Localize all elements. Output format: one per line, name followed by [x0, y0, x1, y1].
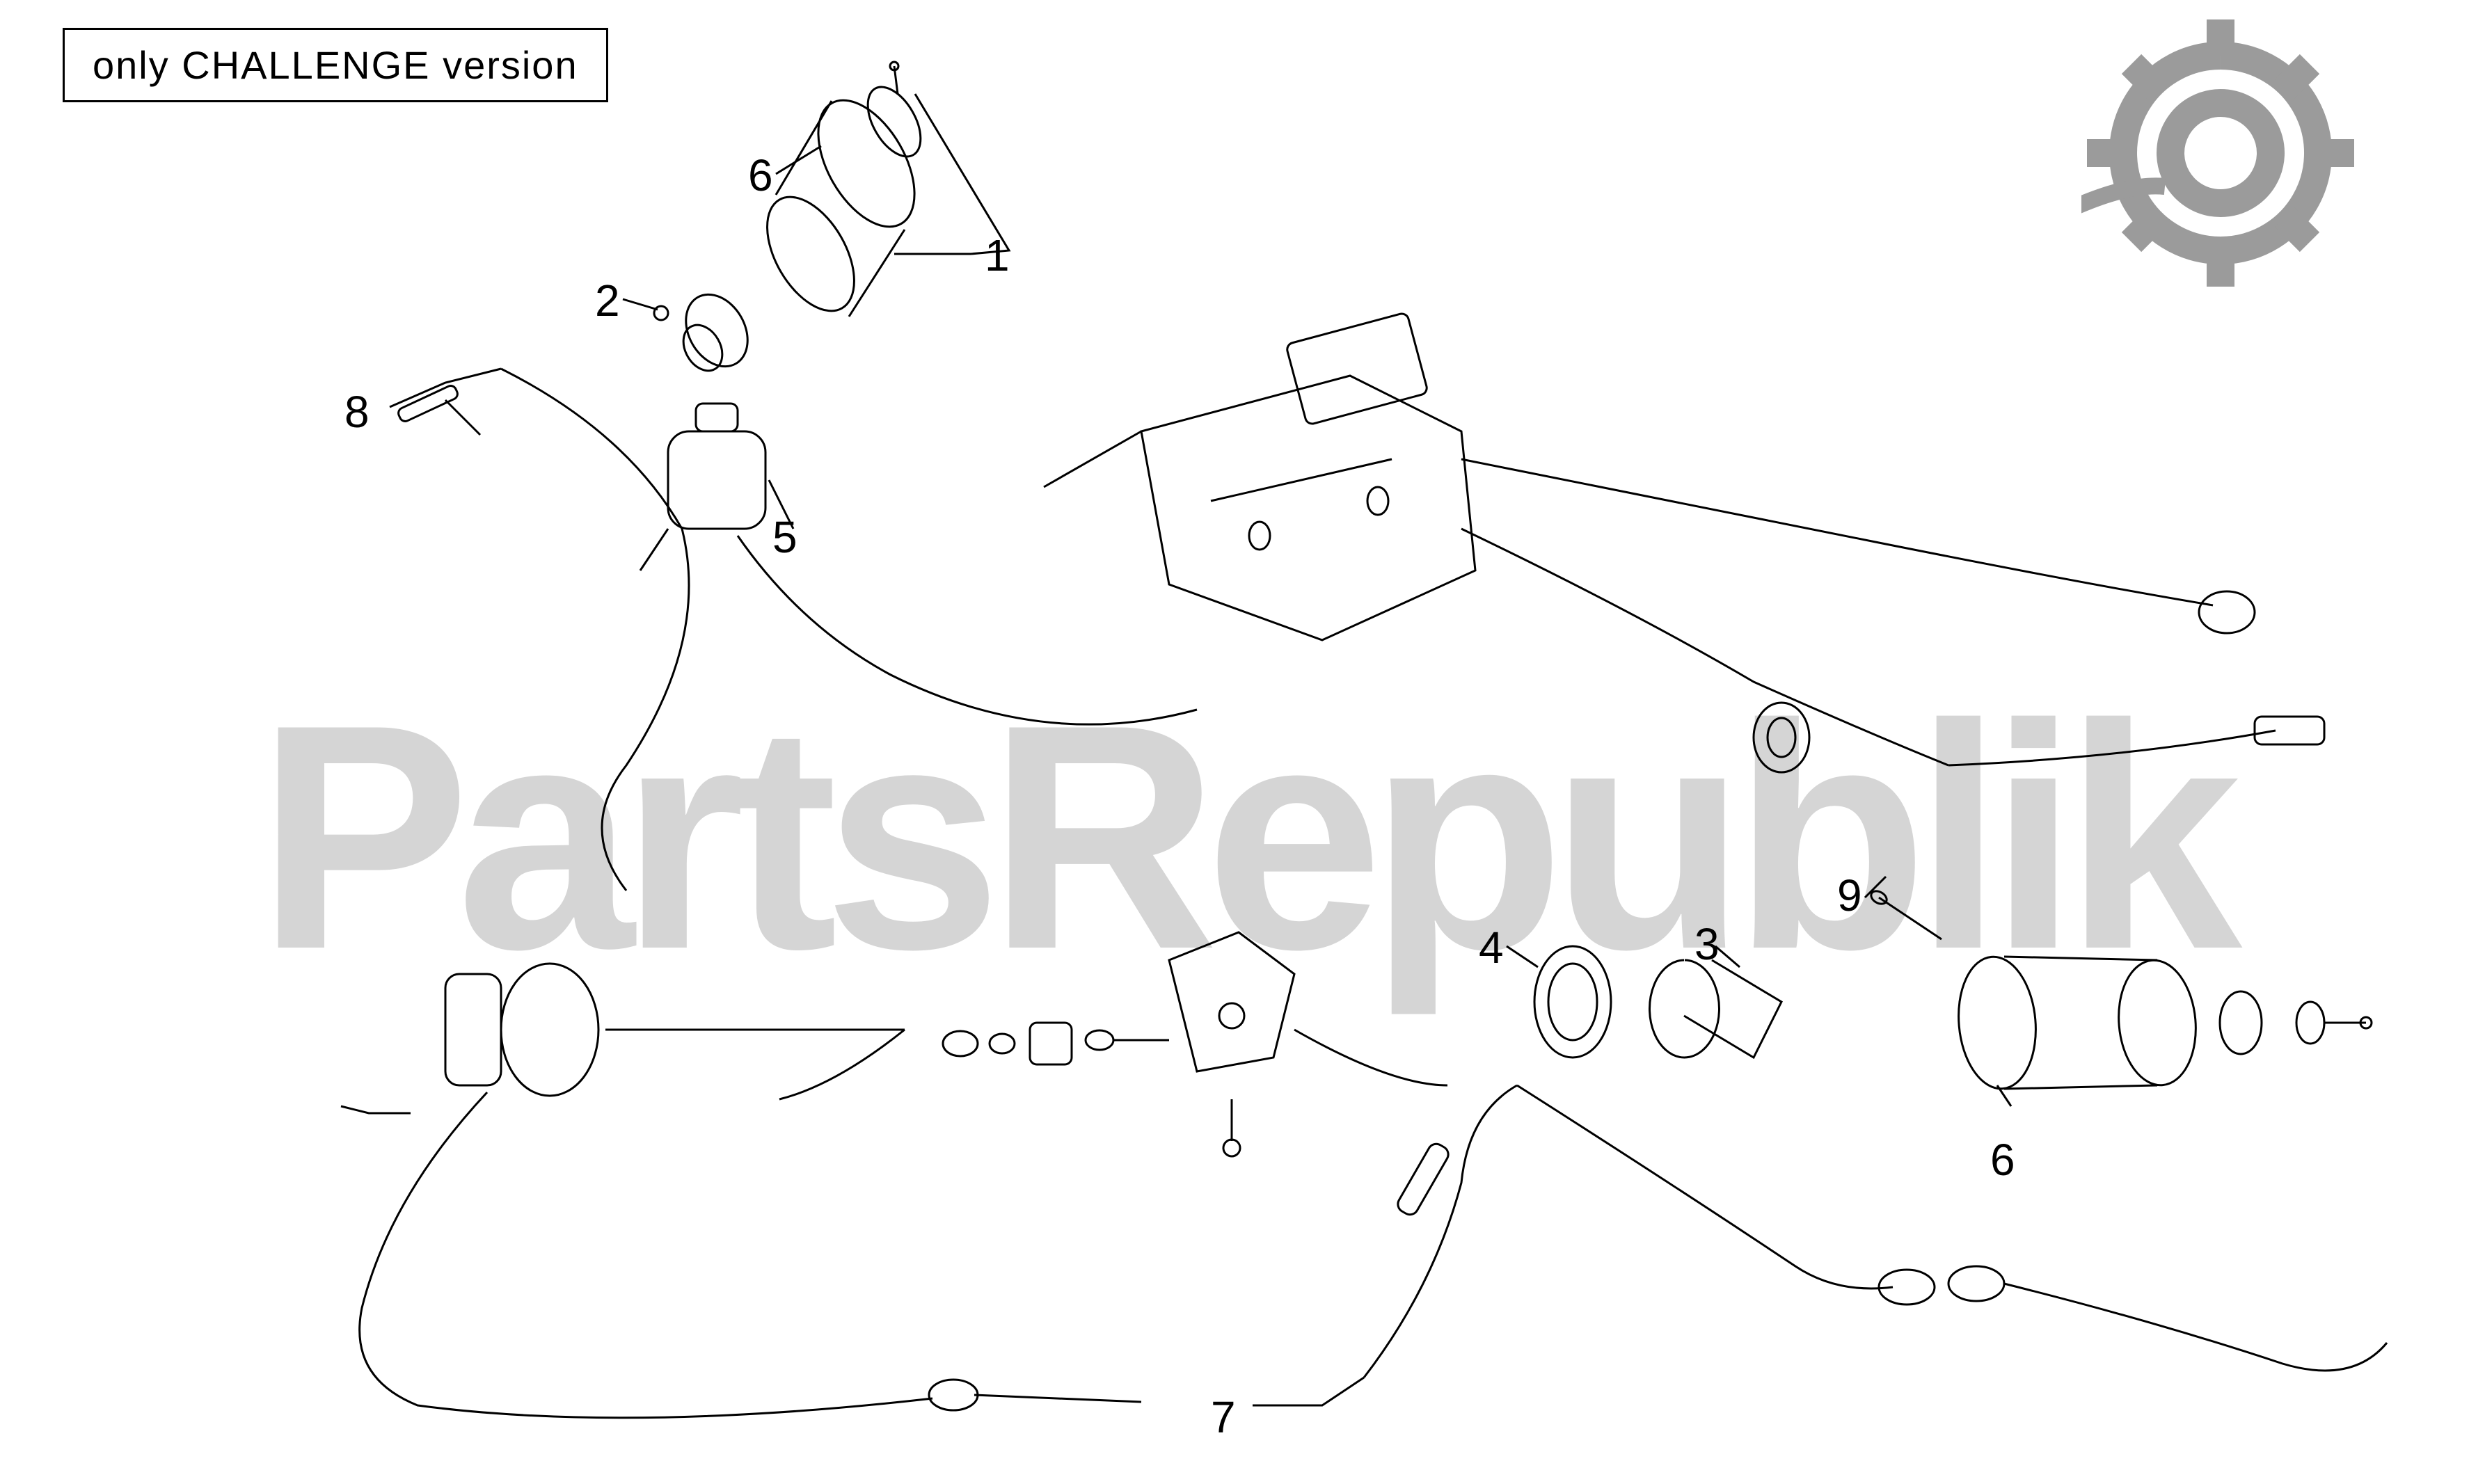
callout-5: 5 — [772, 511, 797, 563]
callout-8: 8 — [344, 386, 370, 438]
callout-1: 1 — [985, 230, 1010, 281]
callout-4: 4 — [1479, 922, 1504, 973]
callout-6-upper: 6 — [748, 150, 773, 201]
callout-2: 2 — [595, 275, 620, 326]
callout-9: 9 — [1837, 870, 1862, 921]
exploded-diagram-lines — [0, 0, 2485, 1481]
callout-7: 7 — [1211, 1391, 1236, 1443]
parts-diagram-container: PartsRepublik only CHALLENGE version — [0, 0, 2485, 1481]
callout-3: 3 — [1694, 918, 1720, 970]
callout-6-lower: 6 — [1990, 1134, 2015, 1186]
